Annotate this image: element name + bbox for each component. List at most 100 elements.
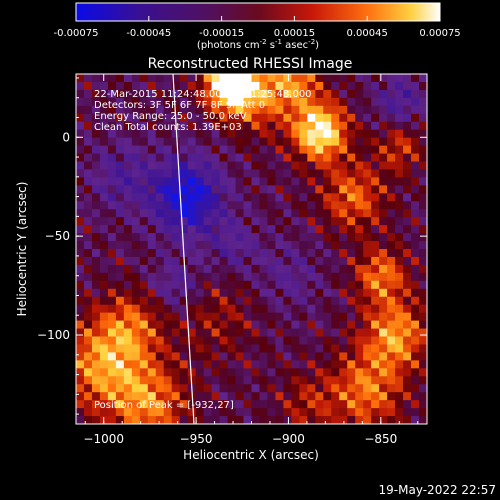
heatmap-cell bbox=[171, 209, 181, 218]
heatmap-cell bbox=[83, 304, 93, 314]
heatmap-cell bbox=[419, 81, 427, 91]
heatmap-cell bbox=[179, 121, 189, 131]
heatmap-cell bbox=[243, 177, 253, 186]
heatmap-cell bbox=[331, 344, 340, 353]
heatmap-cell bbox=[139, 225, 149, 234]
heatmap-cell bbox=[171, 376, 181, 385]
heatmap-cell bbox=[139, 264, 149, 274]
heatmap-cell bbox=[323, 416, 332, 424]
heatmap-cell bbox=[259, 400, 269, 409]
heatmap-cell bbox=[403, 408, 412, 417]
heatmap-cell bbox=[195, 416, 205, 424]
heatmap-cell bbox=[395, 185, 404, 194]
heatmap-cell bbox=[379, 288, 388, 298]
heatmap-cell bbox=[139, 272, 149, 282]
heatmap-cell bbox=[251, 368, 261, 377]
heatmap-cell bbox=[347, 209, 356, 218]
heatmap-cell bbox=[355, 352, 364, 361]
heatmap-cell bbox=[99, 416, 109, 424]
heatmap-cell bbox=[211, 145, 221, 155]
heatmap-cell bbox=[339, 105, 348, 115]
heatmap-cell bbox=[123, 416, 133, 424]
heatmap-cell bbox=[411, 328, 420, 338]
heatmap-cell bbox=[76, 74, 85, 83]
heatmap-cell bbox=[363, 113, 372, 123]
heatmap-cell bbox=[163, 336, 173, 346]
heatmap-cell bbox=[163, 416, 173, 424]
heatmap-cell bbox=[131, 217, 141, 226]
heatmap-cell bbox=[219, 241, 229, 250]
heatmap-cell bbox=[371, 328, 380, 338]
heatmap-cell bbox=[91, 320, 101, 330]
heatmap-cell bbox=[203, 400, 213, 409]
heatmap-cell bbox=[267, 145, 277, 155]
heatmap-cell bbox=[291, 241, 300, 250]
heatmap-cell bbox=[387, 217, 396, 226]
heatmap-cell bbox=[163, 193, 173, 202]
heatmap-cell bbox=[91, 201, 101, 210]
heatmap-cell bbox=[219, 153, 229, 163]
heatmap-cell bbox=[339, 328, 348, 338]
y-tick-label: −50 bbox=[45, 229, 70, 243]
heatmap-cell bbox=[363, 161, 372, 171]
heatmap-cell bbox=[155, 121, 165, 131]
heatmap-cell bbox=[291, 121, 300, 131]
heatmap-cell bbox=[379, 129, 388, 139]
heatmap-cell bbox=[363, 121, 372, 131]
heatmap-cell bbox=[187, 416, 197, 424]
heatmap-cell bbox=[195, 376, 205, 385]
heatmap-cell bbox=[275, 121, 285, 131]
heatmap-cell bbox=[123, 217, 133, 226]
heatmap-cell bbox=[387, 368, 396, 377]
heatmap-cell bbox=[131, 185, 141, 194]
heatmap-cell bbox=[339, 113, 348, 123]
heatmap-cell bbox=[267, 233, 277, 242]
heatmap-cell bbox=[267, 272, 277, 282]
heatmap-cell bbox=[235, 121, 245, 131]
heatmap-cell bbox=[355, 416, 364, 424]
heatmap-cell bbox=[291, 74, 300, 83]
heatmap-cell bbox=[395, 312, 404, 322]
annotation-block: 22-Mar-2015 11:24:48.000 to 11:25:48.000… bbox=[94, 89, 312, 133]
heatmap-cell bbox=[419, 320, 427, 330]
heatmap-cell bbox=[155, 320, 165, 330]
heatmap-cell bbox=[115, 344, 125, 353]
heatmap-cell bbox=[403, 177, 412, 186]
heatmap-cell bbox=[275, 336, 285, 346]
heatmap-cell bbox=[155, 296, 165, 306]
heatmap-cell bbox=[395, 328, 404, 338]
heatmap-cell bbox=[115, 392, 125, 401]
heatmap-cell bbox=[411, 336, 420, 346]
heatmap-cell bbox=[379, 97, 388, 107]
heatmap-cell bbox=[307, 376, 316, 385]
heatmap-cell bbox=[235, 217, 245, 226]
heatmap-cell bbox=[259, 89, 269, 99]
heatmap-cell bbox=[243, 264, 253, 274]
heatmap-cell bbox=[339, 416, 348, 424]
heatmap-cell bbox=[403, 81, 412, 91]
heatmap-cell bbox=[419, 201, 427, 210]
heatmap-cell bbox=[195, 249, 205, 258]
heatmap-cell bbox=[403, 304, 412, 314]
heatmap-cell bbox=[171, 249, 181, 258]
colorbar-strip bbox=[75, 2, 441, 22]
heatmap-cell bbox=[411, 81, 420, 91]
heatmap-cell bbox=[355, 185, 364, 194]
heatmap-cell bbox=[115, 105, 125, 115]
heatmap-cell bbox=[147, 153, 157, 163]
heatmap-cell bbox=[123, 153, 133, 163]
heatmap-cell bbox=[139, 400, 149, 409]
heatmap-cell bbox=[91, 416, 101, 424]
heatmap-cell bbox=[171, 416, 181, 424]
heatmap-cell bbox=[331, 376, 340, 385]
heatmap-cell bbox=[411, 161, 420, 171]
heatmap-cell bbox=[171, 145, 181, 155]
heatmap-cell bbox=[363, 416, 372, 424]
heatmap-cell bbox=[139, 121, 149, 131]
heatmap-cell bbox=[307, 256, 316, 266]
heatmap-cell bbox=[76, 368, 85, 377]
heatmap-cell bbox=[403, 241, 412, 250]
heatmap-cell bbox=[179, 312, 189, 322]
heatmap-cell bbox=[307, 201, 316, 210]
heatmap-cell bbox=[91, 89, 101, 99]
